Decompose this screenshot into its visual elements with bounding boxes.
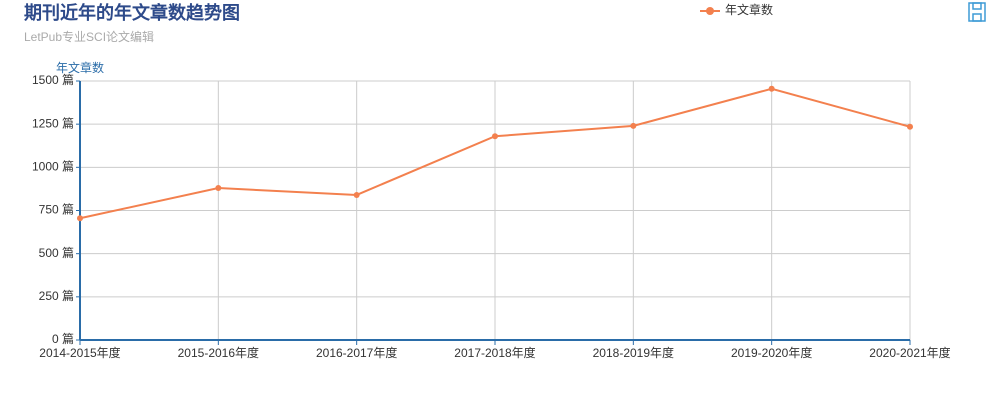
y-tick-label: 1250 篇 [32,115,74,130]
legend-label: 年文章数 [725,2,773,17]
y-tick-label: 1000 篇 [32,159,74,174]
data-point [215,185,222,192]
y-axis-label: 年文章数 [56,60,104,75]
data-point [768,85,775,92]
data-point [353,191,360,198]
data-point [77,215,83,222]
y-tick-label: 500 篇 [39,245,74,260]
save-icon-bottom [972,13,982,22]
x-tick-label: 2019-2020年度 [731,345,812,360]
x-tick-label: 2015-2016年度 [178,345,259,360]
x-tick-label: 2017-2018年度 [454,345,535,360]
y-tick-label: 250 篇 [39,288,74,303]
y-tick-label: 1500 篇 [32,72,74,87]
x-tick-label: 2018-2019年度 [593,345,674,360]
save-icon[interactable] [968,2,986,22]
y-tick-label: 0 篇 [52,331,74,346]
save-icon-top [972,2,982,10]
data-point [492,133,498,140]
data-point [907,123,913,130]
chart-subtitle: LetPub专业SCI论文编辑 [24,29,154,44]
save-icon-frame [968,2,986,22]
x-tick-label: 2020-2021年度 [869,345,950,360]
x-tick-label: 2016-2017年度 [316,345,397,360]
y-tick-label: 750 篇 [39,202,74,217]
chart-title: 期刊近年的年文章数趋势图 [24,2,240,23]
legend-marker [706,7,714,15]
x-tick-label: 2014-2015年度 [39,345,120,360]
data-point [630,122,637,129]
